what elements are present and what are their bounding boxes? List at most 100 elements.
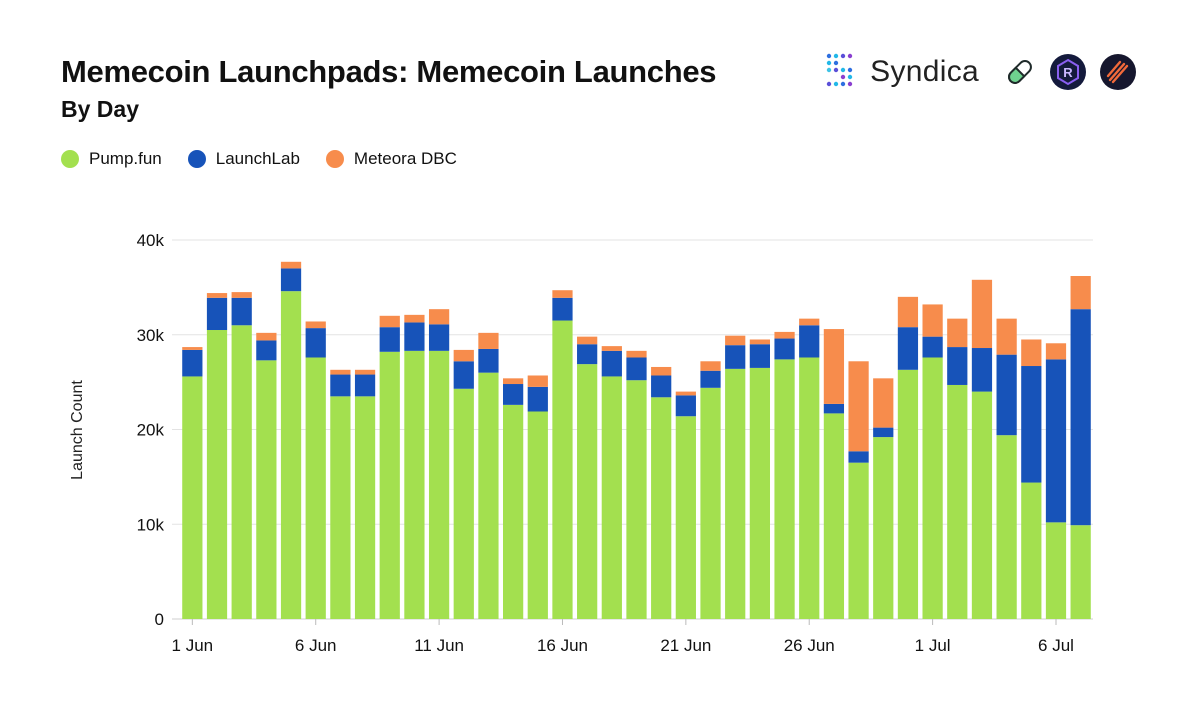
bar-meteora-dbc[interactable] — [182, 347, 203, 350]
legend-item-pump[interactable]: Pump.fun — [61, 149, 162, 169]
bar-meteora-dbc[interactable] — [996, 318, 1017, 355]
bar-meteora-dbc[interactable] — [601, 346, 622, 351]
bar-launchlab[interactable] — [453, 361, 474, 389]
bar-pump-fun[interactable] — [206, 330, 228, 619]
bar-meteora-dbc[interactable] — [1045, 343, 1067, 360]
bar-pump-fun[interactable] — [848, 462, 869, 619]
bar-pump-fun[interactable] — [922, 357, 943, 619]
legend-item-meteora[interactable]: Meteora DBC — [325, 149, 457, 169]
bar-pump-fun[interactable] — [700, 387, 721, 619]
bar-launchlab[interactable] — [675, 395, 696, 417]
bar-pump-fun[interactable] — [577, 364, 598, 619]
bar-pump-fun[interactable] — [947, 384, 968, 619]
bar-launchlab[interactable] — [305, 328, 326, 358]
bar-pump-fun[interactable] — [428, 350, 450, 619]
bar-pump-fun[interactable] — [601, 376, 622, 619]
bar-launchlab[interactable] — [206, 297, 228, 331]
bar-meteora-dbc[interactable] — [897, 296, 919, 328]
bar-meteora-dbc[interactable] — [823, 329, 845, 404]
bar-launchlab[interactable] — [503, 384, 524, 405]
bar-pump-fun[interactable] — [305, 357, 326, 619]
bar-launchlab[interactable] — [182, 349, 203, 377]
bar-meteora-dbc[interactable] — [280, 261, 302, 269]
bar-meteora-dbc[interactable] — [453, 349, 474, 362]
bar-meteora-dbc[interactable] — [971, 279, 993, 349]
bar-pump-fun[interactable] — [503, 404, 524, 619]
bar-meteora-dbc[interactable] — [675, 391, 696, 396]
bar-pump-fun[interactable] — [996, 435, 1017, 619]
bar-launchlab[interactable] — [1070, 309, 1091, 526]
bar-pump-fun[interactable] — [897, 369, 919, 619]
bar-launchlab[interactable] — [280, 268, 302, 292]
bar-pump-fun[interactable] — [182, 376, 203, 619]
bar-pump-fun[interactable] — [404, 350, 425, 619]
bar-launchlab[interactable] — [799, 325, 820, 358]
bar-launchlab[interactable] — [725, 345, 746, 369]
bar-pump-fun[interactable] — [675, 416, 696, 619]
bar-pump-fun[interactable] — [256, 360, 277, 619]
bar-pump-fun[interactable] — [1045, 522, 1067, 619]
bar-launchlab[interactable] — [1045, 359, 1067, 523]
bar-meteora-dbc[interactable] — [503, 378, 524, 385]
bar-meteora-dbc[interactable] — [305, 321, 326, 329]
bar-launchlab[interactable] — [577, 344, 598, 365]
bar-pump-fun[interactable] — [231, 325, 252, 619]
bar-launchlab[interactable] — [823, 403, 845, 414]
bar-launchlab[interactable] — [626, 357, 647, 381]
bar-meteora-dbc[interactable] — [1070, 276, 1091, 310]
bar-pump-fun[interactable] — [774, 359, 795, 619]
bar-meteora-dbc[interactable] — [848, 361, 869, 452]
bar-launchlab[interactable] — [873, 427, 894, 438]
bar-launchlab[interactable] — [749, 344, 770, 368]
bar-launchlab[interactable] — [527, 386, 548, 412]
bar-pump-fun[interactable] — [799, 357, 820, 619]
bar-launchlab[interactable] — [897, 327, 919, 370]
bar-launchlab[interactable] — [256, 340, 277, 361]
bar-pump-fun[interactable] — [453, 388, 474, 619]
bar-launchlab[interactable] — [552, 297, 573, 321]
bar-meteora-dbc[interactable] — [206, 293, 228, 298]
bar-pump-fun[interactable] — [749, 367, 770, 619]
bar-meteora-dbc[interactable] — [626, 350, 647, 358]
bar-launchlab[interactable] — [700, 370, 721, 388]
bar-launchlab[interactable] — [478, 348, 499, 373]
bar-meteora-dbc[interactable] — [774, 331, 795, 339]
bar-pump-fun[interactable] — [478, 372, 499, 619]
bar-meteora-dbc[interactable] — [749, 339, 770, 345]
bar-meteora-dbc[interactable] — [947, 318, 968, 348]
bar-meteora-dbc[interactable] — [330, 369, 351, 375]
bar-meteora-dbc[interactable] — [799, 318, 820, 326]
bar-pump-fun[interactable] — [280, 291, 302, 619]
bar-pump-fun[interactable] — [651, 397, 672, 619]
legend-item-launchlab[interactable]: LaunchLab — [187, 149, 300, 169]
bar-launchlab[interactable] — [1021, 366, 1042, 483]
bar-pump-fun[interactable] — [552, 320, 573, 619]
bar-pump-fun[interactable] — [354, 396, 376, 619]
bar-launchlab[interactable] — [330, 374, 351, 397]
bar-meteora-dbc[interactable] — [922, 304, 943, 337]
bar-launchlab[interactable] — [651, 375, 672, 398]
bar-meteora-dbc[interactable] — [428, 309, 450, 325]
bar-meteora-dbc[interactable] — [527, 375, 548, 387]
bar-pump-fun[interactable] — [1070, 525, 1091, 619]
bar-launchlab[interactable] — [996, 354, 1017, 436]
bar-launchlab[interactable] — [774, 338, 795, 360]
bar-meteora-dbc[interactable] — [651, 366, 672, 376]
bar-pump-fun[interactable] — [823, 413, 845, 619]
bar-launchlab[interactable] — [428, 324, 450, 351]
bar-meteora-dbc[interactable] — [1021, 339, 1042, 367]
bar-meteora-dbc[interactable] — [231, 292, 252, 298]
bar-launchlab[interactable] — [947, 347, 968, 385]
bar-launchlab[interactable] — [971, 348, 993, 392]
bar-launchlab[interactable] — [601, 350, 622, 377]
bar-launchlab[interactable] — [922, 336, 943, 358]
bar-meteora-dbc[interactable] — [873, 378, 894, 428]
bar-pump-fun[interactable] — [725, 368, 746, 619]
bar-pump-fun[interactable] — [873, 437, 894, 619]
bar-meteora-dbc[interactable] — [256, 332, 277, 341]
bar-meteora-dbc[interactable] — [354, 369, 376, 375]
bar-meteora-dbc[interactable] — [700, 361, 721, 371]
bar-pump-fun[interactable] — [330, 396, 351, 619]
bar-launchlab[interactable] — [848, 451, 869, 463]
bar-pump-fun[interactable] — [379, 351, 400, 619]
